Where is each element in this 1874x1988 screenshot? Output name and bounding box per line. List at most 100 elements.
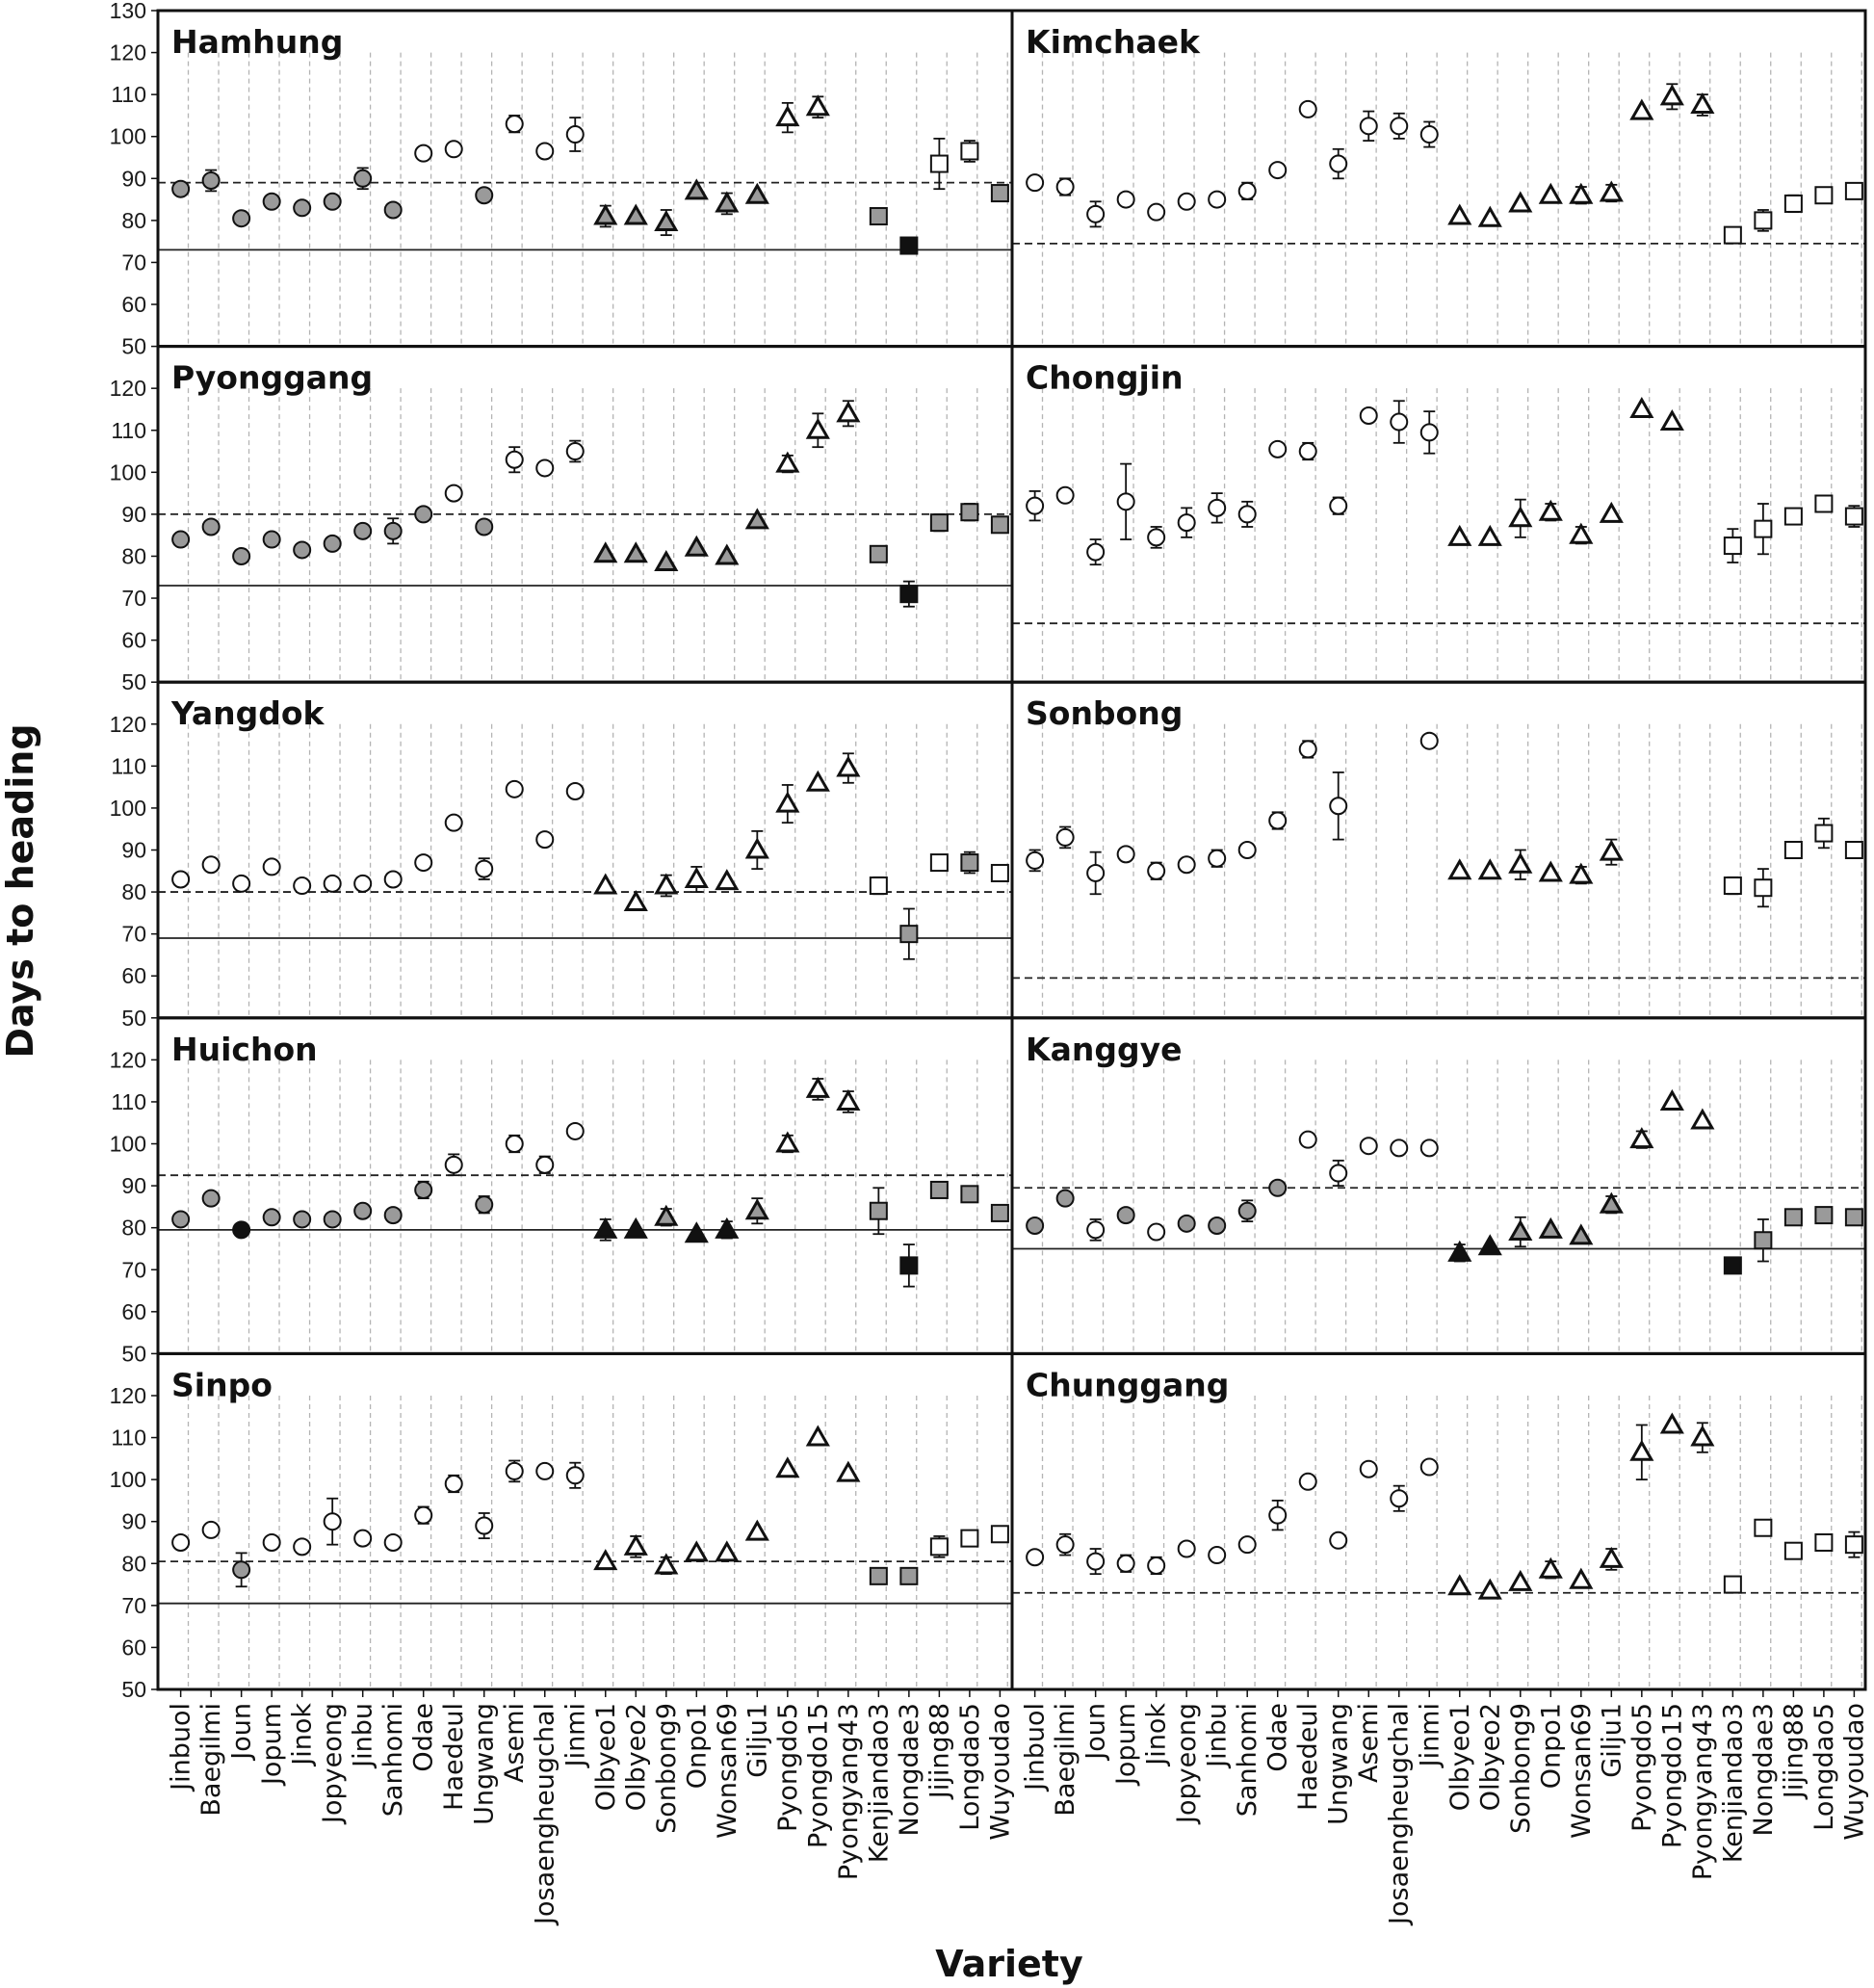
x-tick-label: Nongdae3: [1749, 1703, 1779, 1836]
data-point: [715, 543, 740, 565]
x-tick-label: Pyongyang43: [834, 1703, 864, 1880]
data-point: [535, 142, 555, 161]
data-point: [1208, 1546, 1227, 1565]
data-point: [1237, 181, 1257, 200]
data-point: [1844, 1208, 1863, 1227]
data-point: [593, 1216, 618, 1239]
data-point: [775, 1131, 800, 1153]
data-point: [1723, 876, 1742, 896]
panel-title: Huichon: [171, 1031, 318, 1068]
y-tick-label: 90: [121, 166, 146, 191]
data-point: [383, 200, 403, 220]
data-point: [715, 1540, 740, 1562]
data-point: [414, 1180, 433, 1199]
y-tick-label: 100: [110, 459, 146, 484]
data-point: [1599, 839, 1624, 861]
data-point: [869, 876, 888, 896]
data-point: [535, 1461, 555, 1480]
panel-frame: [156, 680, 1014, 1020]
data-point: [1629, 1439, 1654, 1461]
data-point: [565, 1466, 585, 1485]
data-point: [171, 1210, 191, 1229]
data-point: [1754, 1518, 1773, 1537]
data-point: [1237, 1535, 1257, 1555]
x-tick-label: Joun: [227, 1703, 257, 1762]
data-point: [1055, 1535, 1075, 1555]
data-point: [1538, 1216, 1563, 1239]
data-point: [414, 505, 433, 524]
x-tick-label: Jinbuol: [167, 1703, 196, 1792]
panel-frame: [1010, 345, 1867, 684]
panel-frame: [1010, 1351, 1867, 1691]
data-point: [1268, 439, 1288, 458]
data-point: [293, 198, 312, 218]
x-tick-label: Gilju1: [1597, 1703, 1627, 1778]
data-point: [1086, 204, 1106, 223]
data-point: [505, 115, 524, 134]
y-tick-label: 110: [111, 1089, 146, 1114]
data-point: [1116, 190, 1135, 209]
data-point: [444, 140, 463, 159]
data-point: [262, 1532, 281, 1552]
data-point: [1147, 528, 1166, 547]
data-point: [960, 142, 979, 161]
y-tick-label: 120: [110, 712, 146, 737]
x-tick-label: Baegilmi: [1051, 1703, 1080, 1817]
data-point: [1329, 1530, 1348, 1550]
data-point: [1419, 423, 1439, 442]
data-point: [775, 791, 800, 813]
y-tick-label: 60: [121, 1299, 146, 1324]
x-tick-label: Baegilmi: [196, 1703, 226, 1817]
data-point: [869, 1201, 888, 1220]
y-tick-label: 90: [121, 1173, 146, 1198]
x-tick-label: Pyongdo15: [1657, 1703, 1687, 1848]
data-point: [323, 874, 342, 893]
y-tick-label: 100: [110, 1467, 146, 1492]
data-point: [1508, 191, 1533, 213]
data-point: [869, 544, 888, 563]
data-point: [262, 530, 281, 549]
panel-frame: [1010, 1016, 1867, 1355]
data-point: [171, 1532, 191, 1552]
data-point: [593, 873, 618, 895]
data-point: [1208, 849, 1227, 868]
y-tick-label: 60: [121, 292, 146, 317]
data-point: [201, 1189, 221, 1208]
x-tick-label: Nongdae3: [895, 1703, 924, 1836]
data-point: [623, 889, 648, 911]
data-point: [1754, 878, 1773, 898]
data-point: [654, 1204, 679, 1226]
data-point: [201, 517, 221, 536]
x-tick-label: Olbyeo1: [1445, 1703, 1475, 1811]
panel-pyonggang: Pyonggang 50 60 70 80 90 100 110 120: [110, 345, 1014, 694]
data-point: [1177, 855, 1196, 875]
x-axis-right: Jinbuol Baegilmi Joun Jopum Jinok Jopyeong Jin…: [1021, 1689, 1869, 1926]
data-point: [593, 203, 618, 225]
data-point: [744, 1519, 769, 1541]
y-tick-label: 60: [121, 963, 146, 988]
panel-title: Sinpo: [171, 1366, 273, 1403]
data-point: [1508, 1219, 1533, 1242]
x-tick-label: Jinbu: [349, 1703, 378, 1769]
data-point: [1477, 1578, 1502, 1600]
data-point: [201, 1520, 221, 1539]
data-point: [929, 513, 949, 533]
x-tick-label: Pyongdo15: [803, 1703, 833, 1848]
data-point: [1055, 485, 1075, 505]
data-point: [1419, 125, 1439, 144]
x-tick-label: Olbyeo2: [1475, 1703, 1505, 1811]
panel-frame: [156, 1016, 1014, 1355]
data-point: [1147, 1222, 1166, 1242]
data-point: [475, 859, 494, 878]
data-point: [323, 534, 342, 553]
data-point: [1569, 522, 1594, 544]
panel-title: Pyonggang: [171, 359, 373, 397]
x-tick-label: Asemi: [500, 1703, 530, 1783]
data-point: [1147, 1556, 1166, 1575]
data-point: [1844, 181, 1863, 200]
data-point: [1086, 1220, 1106, 1240]
data-point: [1723, 1575, 1742, 1594]
data-point: [623, 1216, 648, 1239]
panel-kimchaek: Kimchaek: [1010, 9, 1867, 349]
panel-title: Kimchaek: [1026, 23, 1201, 61]
